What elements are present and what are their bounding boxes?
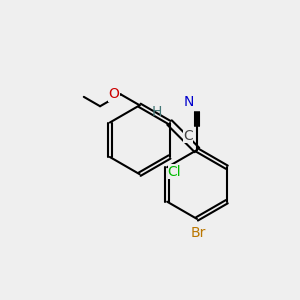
Text: O: O [109, 87, 119, 101]
Text: H: H [152, 105, 162, 119]
Text: Cl: Cl [168, 164, 181, 178]
Text: C: C [184, 129, 193, 143]
Text: Br: Br [190, 226, 206, 240]
Text: N: N [184, 95, 194, 109]
